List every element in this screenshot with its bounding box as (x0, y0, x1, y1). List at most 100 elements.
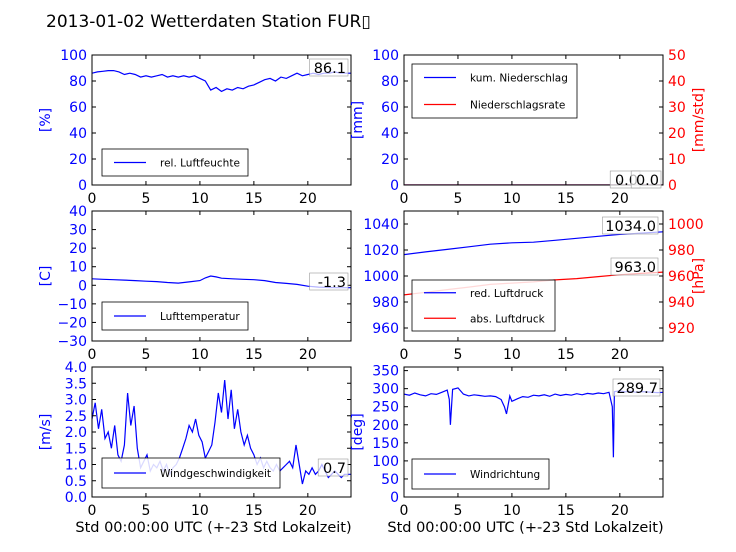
y-tick-label: 250 (372, 400, 399, 416)
x-tick-label: 15 (557, 347, 575, 363)
y-tick-label: 10 (69, 260, 87, 276)
x-tick-label: 0 (88, 347, 97, 363)
y-tick-label: 30 (69, 223, 87, 239)
y-tick-label: 100 (60, 48, 87, 64)
y-tick-label: 20 (69, 241, 87, 257)
axes-frame (91, 54, 352, 186)
x-tick-label: 5 (453, 503, 462, 519)
panel-temperature: 0 5 10 15 20 −30 −20 −10 0 10 20 30 40 [C] Lufttempera… (38, 204, 352, 363)
y-tick-label: 350 (372, 364, 399, 380)
y-tick-label: 80 (69, 74, 87, 90)
y-tick-label: 3.0 (65, 393, 87, 409)
y-tick-label: 40 (381, 126, 399, 142)
x-tick-label: 5 (141, 347, 150, 363)
x-tick-label: 5 (453, 191, 462, 207)
last-value-box (630, 170, 662, 189)
legend-label: Lufttemperatur (160, 311, 240, 323)
y2-tick-label: 940 (668, 295, 695, 311)
y-tick-label: 2.5 (65, 409, 87, 425)
series-line-0 (92, 69, 351, 93)
last-value-label: 1034.0 (605, 219, 656, 235)
x-tick-label: 20 (611, 503, 629, 519)
axes-frame (91, 210, 352, 342)
last-value-label: 0.7 (323, 461, 346, 477)
axes-frame (403, 366, 664, 498)
legend-label: Windgeschwindigkeit (160, 468, 271, 480)
x-tick-label: 15 (245, 347, 263, 363)
y-tick-label: 0 (390, 490, 399, 506)
x-tick-label: 10 (503, 347, 521, 363)
legend: red. Luftdruck abs. Luftdruck (411, 279, 556, 332)
y-tick-label: 40 (69, 126, 87, 142)
y2-tick-label: 980 (668, 243, 695, 259)
legend: Windrichtung (411, 458, 550, 490)
last-value-box (602, 216, 659, 235)
last-value-box (309, 272, 349, 291)
figure-title: 2013-01-02 Wetterdaten Station FUR▯ (46, 12, 371, 32)
legend-label: red. Luftdruck (470, 288, 544, 300)
y2-tick-label: 40 (668, 74, 686, 90)
series-line-0 (404, 231, 663, 256)
y-axis-label: [mm] (350, 101, 366, 139)
x-tick-label: 20 (299, 503, 317, 519)
last-value-label: -1.3 (318, 275, 346, 291)
y-tick-label: 150 (372, 436, 399, 452)
y2-axis-label: [hPa] (691, 258, 707, 294)
y-tick-label: −10 (57, 297, 87, 313)
x-tick-label: 5 (141, 191, 150, 207)
legend-box (411, 279, 556, 332)
legend-label: Niederschlagsrate (470, 100, 565, 112)
legend-label: rel. Luftfeuchte (160, 158, 240, 170)
last-value-box (612, 378, 661, 397)
y2-tick-label: 1000 (668, 217, 704, 233)
y-axis-label: [C] (38, 266, 54, 287)
y2-tick-label: 960 (668, 269, 695, 285)
x-tick-label: 0 (400, 503, 409, 519)
x-tick-label: 0 (400, 191, 409, 207)
y-tick-label: 100 (372, 454, 399, 470)
y-tick-label: 20 (69, 152, 87, 168)
panel-wind_speed: 0 5 10 15 20 0.00.51.01.52.02.53.03.54.0 [m/s]… (38, 360, 352, 536)
y-tick-label: 50 (381, 472, 399, 488)
y-tick-label: 2.0 (65, 425, 87, 441)
legend: rel. Luftfeuchte (101, 148, 249, 177)
last-value-label: 289.7 (616, 381, 658, 397)
legend: kum. Niederschlag Niederschlagsrate (411, 63, 578, 119)
y-axis-label: [m/s] (38, 414, 54, 451)
y-tick-label: 1000 (363, 269, 399, 285)
y-tick-label: 300 (372, 382, 399, 398)
y-tick-label: 0 (78, 178, 87, 194)
panel-pressure: 0 5 10 15 20 960 980 1000 1020 1040 920 940 960 980 10… (363, 210, 707, 363)
legend-label: kum. Niederschlag (470, 73, 568, 85)
x-tick-label: 10 (191, 503, 209, 519)
y2-tick-label: 30 (668, 100, 686, 116)
series-line-0 (92, 379, 351, 485)
y-tick-label: 960 (372, 321, 399, 337)
y-tick-label: 0 (78, 278, 87, 294)
x-tick-label: 10 (503, 191, 521, 207)
y-tick-label: −20 (57, 315, 87, 331)
series-line-0 (92, 275, 351, 289)
y-tick-label: 4.0 (65, 360, 87, 376)
last-value-box (610, 257, 659, 276)
x-tick-label: 10 (191, 191, 209, 207)
y-tick-label: 60 (69, 100, 87, 116)
y-tick-label: 3.5 (65, 376, 87, 392)
x-tick-label: 15 (245, 503, 263, 519)
y-tick-label: 80 (381, 74, 399, 90)
y-axis-label: [deg] (350, 413, 366, 450)
y-tick-label: 0.5 (65, 474, 87, 490)
legend: Lufttemperatur (101, 301, 249, 331)
y-tick-label: 20 (381, 152, 399, 168)
x-tick-label: 10 (503, 503, 521, 519)
y2-tick-label: 20 (668, 126, 686, 142)
last-value-box (309, 58, 349, 77)
axes-frame (403, 54, 664, 186)
y2-tick-label: 0 (668, 178, 677, 194)
y-tick-label: 40 (69, 204, 87, 220)
x-tick-label: 20 (299, 347, 317, 363)
y-tick-label: 60 (381, 100, 399, 116)
x-tick-label: 10 (191, 347, 209, 363)
y-tick-label: −30 (57, 334, 87, 350)
